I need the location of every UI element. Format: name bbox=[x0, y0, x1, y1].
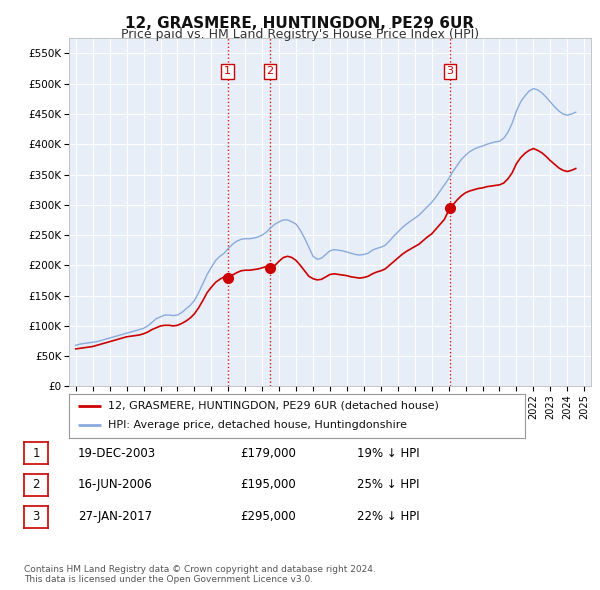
Text: 2: 2 bbox=[32, 478, 40, 491]
Text: 22% ↓ HPI: 22% ↓ HPI bbox=[357, 510, 419, 523]
Text: 3: 3 bbox=[446, 67, 454, 77]
Text: 12, GRASMERE, HUNTINGDON, PE29 6UR (detached house): 12, GRASMERE, HUNTINGDON, PE29 6UR (deta… bbox=[108, 401, 439, 411]
Text: 27-JAN-2017: 27-JAN-2017 bbox=[78, 510, 152, 523]
Text: HPI: Average price, detached house, Huntingdonshire: HPI: Average price, detached house, Hunt… bbox=[108, 421, 407, 430]
Text: £195,000: £195,000 bbox=[240, 478, 296, 491]
Text: 19-DEC-2003: 19-DEC-2003 bbox=[78, 447, 156, 460]
Text: Price paid vs. HM Land Registry's House Price Index (HPI): Price paid vs. HM Land Registry's House … bbox=[121, 28, 479, 41]
Text: £179,000: £179,000 bbox=[240, 447, 296, 460]
Text: 3: 3 bbox=[32, 510, 40, 523]
Text: 2: 2 bbox=[266, 67, 274, 77]
Text: 16-JUN-2006: 16-JUN-2006 bbox=[78, 478, 153, 491]
Text: 19% ↓ HPI: 19% ↓ HPI bbox=[357, 447, 419, 460]
Text: £295,000: £295,000 bbox=[240, 510, 296, 523]
Text: 25% ↓ HPI: 25% ↓ HPI bbox=[357, 478, 419, 491]
Text: Contains HM Land Registry data © Crown copyright and database right 2024.
This d: Contains HM Land Registry data © Crown c… bbox=[24, 565, 376, 584]
Text: 1: 1 bbox=[224, 67, 231, 77]
Text: 1: 1 bbox=[32, 447, 40, 460]
Text: 12, GRASMERE, HUNTINGDON, PE29 6UR: 12, GRASMERE, HUNTINGDON, PE29 6UR bbox=[125, 16, 475, 31]
